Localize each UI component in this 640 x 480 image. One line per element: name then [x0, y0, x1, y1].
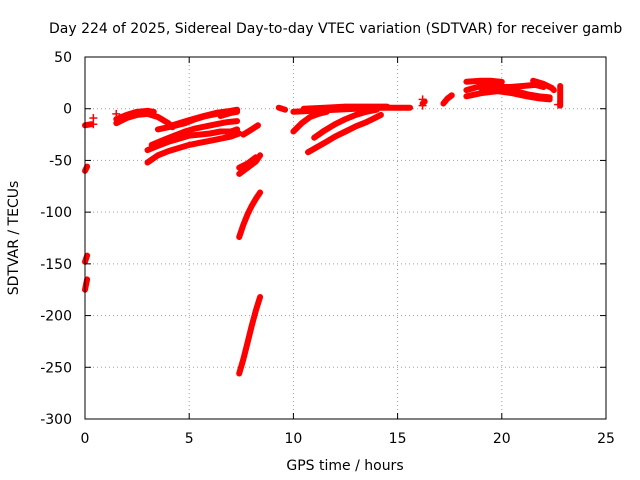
data-point [112, 109, 121, 118]
x-axis-label: GPS time / hours [286, 458, 403, 474]
data-series-trace-30 [530, 77, 557, 94]
data-series-trace-9 [148, 118, 241, 148]
x-tick-label: 5 [185, 431, 194, 447]
y-axis-label: SDTVAR / TECUs [6, 181, 22, 296]
data-series-trace-16 [236, 154, 259, 171]
x-tick-label: 25 [597, 431, 615, 447]
y-tick-label: 0 [63, 102, 72, 118]
data-point [418, 95, 427, 104]
data-series-trace-6 [113, 110, 176, 131]
data-series-trace-25 [440, 92, 455, 107]
data-series-trace-5 [113, 107, 157, 123]
x-tick-label: 10 [284, 431, 302, 447]
x-tick-label: 15 [389, 431, 407, 447]
y-tick-label: -150 [40, 257, 72, 273]
chart-title: Day 224 of 2025, Sidereal Day-to-day VTE… [49, 21, 622, 37]
data-series-trace-19 [290, 108, 330, 135]
data-series-trace-12 [217, 108, 241, 119]
data-series-trace-17 [240, 122, 261, 138]
data-series-trace-13 [236, 294, 264, 377]
x-tick-label: 0 [81, 431, 90, 447]
y-tick-label: -300 [40, 412, 72, 428]
data-series-trace-7 [144, 130, 243, 166]
y-tick-label: -250 [40, 360, 72, 376]
x-tick-label: 20 [493, 431, 511, 447]
data-series-trace-18 [275, 104, 289, 113]
grid-lines [85, 57, 606, 419]
data-series-trace-20 [305, 111, 384, 156]
y-tick-label: 50 [54, 50, 72, 66]
x-tick-labels: 0 5 10 15 20 25 [81, 431, 615, 447]
axis-ticks [84, 56, 607, 420]
plot-frame [84, 56, 607, 420]
data-point [89, 114, 98, 123]
y-tick-labels: 50 0 -50 -100 -150 -200 -250 -300 [40, 50, 72, 428]
data-series-trace-21 [311, 106, 380, 141]
data-series-trace-26 [463, 77, 505, 85]
y-tick-label: -200 [40, 309, 72, 325]
data-point [554, 100, 563, 109]
data-markers [89, 95, 563, 129]
data-series-trace-23 [300, 103, 391, 112]
data-series-trace-14 [236, 189, 264, 240]
data-series-trace-8 [144, 126, 241, 154]
data-traces [82, 77, 564, 377]
y-tick-label: -50 [49, 153, 72, 169]
y-tick-label: -100 [40, 205, 72, 221]
data-series-trace-29 [478, 81, 547, 91]
data-series-trace-28 [463, 88, 553, 103]
